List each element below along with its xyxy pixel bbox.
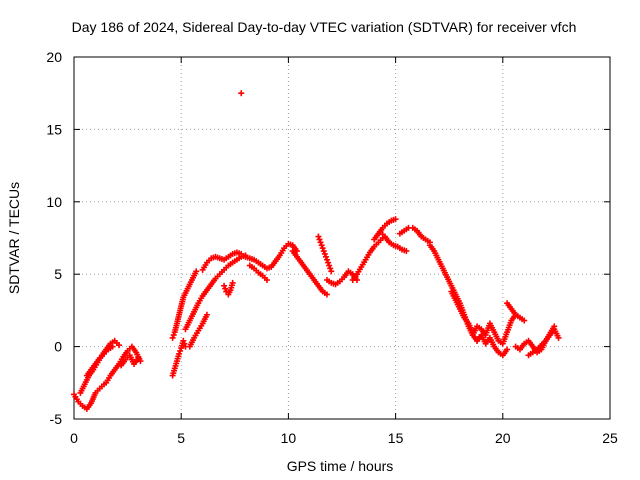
- series-arc-19: [377, 229, 410, 255]
- x-tick-label: 20: [495, 430, 511, 446]
- series-arc-25: [504, 300, 528, 324]
- data-point: [222, 285, 229, 292]
- data-point: [325, 259, 332, 266]
- x-axis-label: GPS time / hours: [287, 458, 394, 474]
- data-point: [504, 346, 511, 353]
- y-tick-label: 5: [54, 266, 62, 282]
- data-points: [71, 90, 562, 412]
- data-point: [317, 239, 324, 246]
- data-point: [326, 262, 333, 269]
- x-tick-label: 25: [602, 430, 618, 446]
- data-point: [321, 250, 328, 257]
- data-point: [320, 248, 327, 255]
- data-point: [403, 248, 410, 255]
- data-point: [221, 282, 228, 289]
- data-point: [229, 279, 236, 286]
- data-point: [318, 242, 325, 249]
- grid-lines: [74, 57, 610, 419]
- series-arc-11: [221, 279, 236, 298]
- x-tick-label: 5: [177, 430, 185, 446]
- chart-title: Day 186 of 2024, Sidereal Day-to-day VTE…: [72, 19, 577, 35]
- data-point: [169, 334, 176, 341]
- y-tick-label: 10: [46, 194, 62, 210]
- data-point: [328, 268, 335, 275]
- data-point: [555, 334, 562, 341]
- series-arc-17: [349, 235, 386, 283]
- data-point: [203, 311, 210, 318]
- plot-frame: [73, 56, 611, 420]
- series-arc-10: [199, 249, 245, 273]
- data-point: [176, 350, 183, 357]
- series-arc-22: [448, 288, 476, 336]
- data-point: [238, 90, 245, 97]
- y-axis-label: SDTVAR / TECUs: [6, 182, 22, 294]
- series-arc-20: [396, 224, 433, 246]
- data-point: [315, 233, 322, 240]
- series-outlier: [238, 90, 245, 97]
- data-point: [193, 268, 200, 275]
- series-arc-8: [182, 252, 249, 333]
- data-point: [180, 337, 187, 344]
- y-tick-label: 15: [46, 121, 62, 137]
- data-point: [170, 332, 177, 339]
- x-tick-label: 10: [281, 430, 297, 446]
- series-arc-6: [169, 337, 189, 379]
- data-point: [323, 291, 330, 298]
- series-arc-14: [289, 248, 330, 298]
- axis-ticks: 0 5 10 15 20 25 -5 0 5 10 15 20: [46, 49, 618, 446]
- data-point: [521, 317, 528, 324]
- y-tick-label: 20: [46, 49, 62, 65]
- series-arc-15: [315, 233, 335, 275]
- x-tick-label: 0: [70, 430, 78, 446]
- data-point: [316, 236, 323, 243]
- series-arc-24: [474, 332, 511, 359]
- data-point: [177, 347, 184, 354]
- data-point: [322, 253, 329, 260]
- series-arc-3: [83, 343, 116, 379]
- series-arc-27: [525, 323, 558, 359]
- y-tick-label: -5: [50, 411, 63, 427]
- data-point: [392, 216, 399, 223]
- data-point: [116, 342, 123, 349]
- series-arc-23: [469, 311, 519, 347]
- data-point: [135, 355, 142, 362]
- series-arc-12: [242, 240, 300, 272]
- data-point: [327, 265, 334, 272]
- data-point: [238, 250, 245, 257]
- series-arc-7: [169, 268, 200, 341]
- data-point: [319, 245, 326, 252]
- data-point: [181, 340, 188, 347]
- series-arc-1: [71, 381, 108, 412]
- series-arc-5: [118, 352, 142, 369]
- data-point: [109, 343, 116, 350]
- data-point: [551, 323, 558, 330]
- series-arc-9: [186, 311, 210, 350]
- data-point: [263, 276, 270, 283]
- data-point: [323, 256, 330, 263]
- x-tick-label: 15: [388, 430, 404, 446]
- series-arc-13: [246, 262, 270, 283]
- y-tick-label: 0: [54, 339, 62, 355]
